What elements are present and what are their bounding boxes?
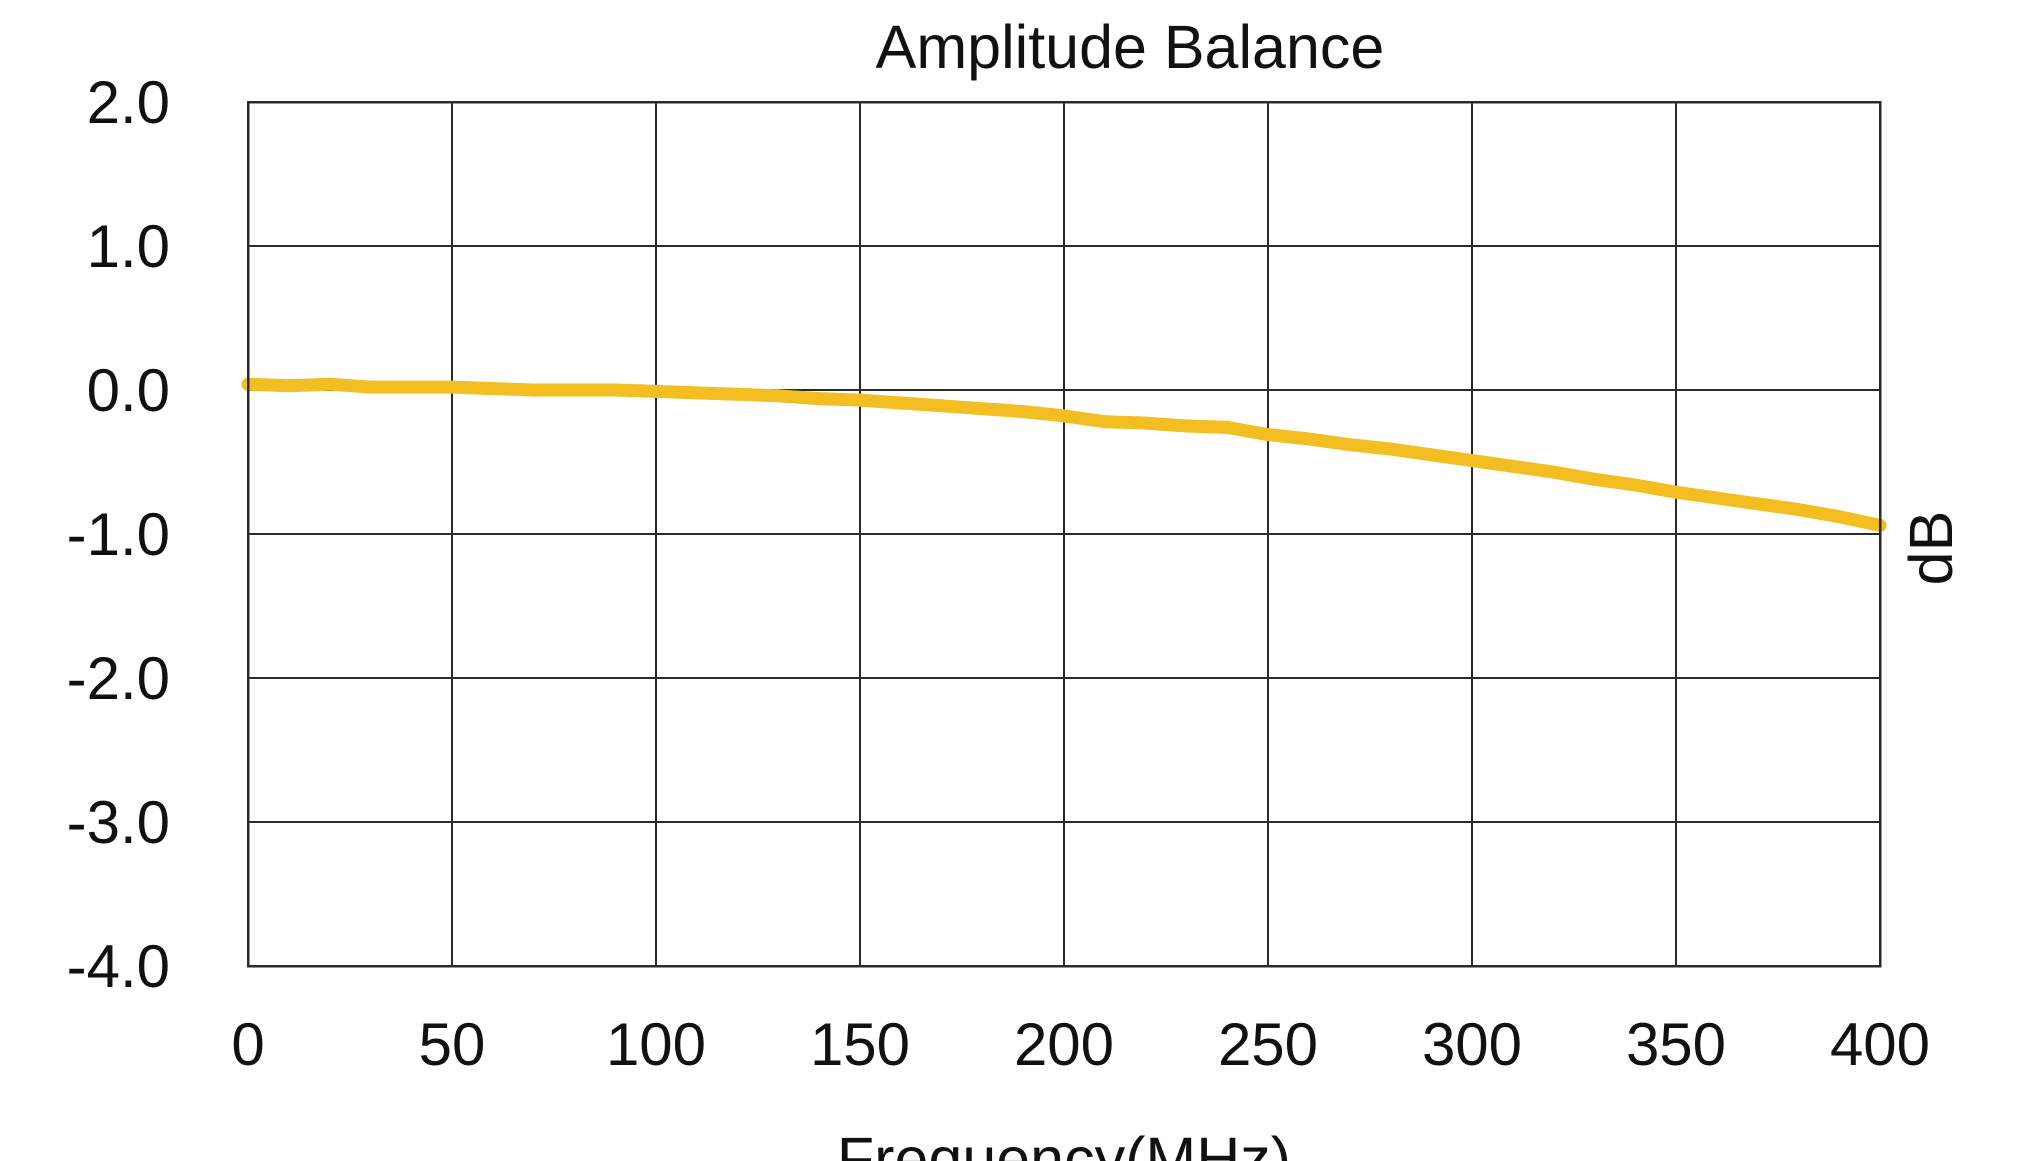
x-tick-label: 200: [1014, 1011, 1114, 1078]
series-point: [1832, 510, 1846, 524]
series-point: [1057, 409, 1071, 423]
series-point: [894, 396, 908, 410]
x-tick-label: 400: [1830, 1011, 1930, 1078]
series-point: [608, 383, 622, 397]
series-point: [1016, 405, 1030, 419]
series-point: [1506, 459, 1520, 473]
series-point: [486, 382, 500, 396]
series-point: [1628, 478, 1642, 492]
series-point: [404, 380, 418, 394]
x-axis-tick-labels: 0 50 100 150 200 250 300 350 400: [231, 1011, 1930, 1078]
series-point: [771, 389, 785, 403]
y-tick-label: 0.0: [87, 357, 170, 424]
y-axis-label: dB: [1897, 511, 1965, 586]
series-point: [812, 392, 826, 406]
series-point: [567, 383, 581, 397]
series-point: [363, 380, 377, 394]
x-tick-label: 100: [606, 1011, 706, 1078]
grid-lines: [247, 101, 1881, 967]
series-point: [323, 377, 337, 391]
x-tick-label: 0: [231, 1011, 264, 1078]
y-tick-label: 1.0: [87, 213, 170, 280]
x-tick-label: 300: [1422, 1011, 1522, 1078]
series-point: [1791, 503, 1805, 516]
series-point: [1383, 442, 1397, 456]
series-point: [1098, 415, 1112, 429]
series-point: [1424, 448, 1438, 462]
series-point: [445, 380, 459, 394]
series-point: [527, 383, 541, 397]
series-point: [282, 379, 296, 393]
x-tick-label: 50: [419, 1011, 486, 1078]
y-tick-label: -1.0: [67, 501, 170, 568]
x-tick-label: 350: [1626, 1011, 1726, 1078]
series-point: [975, 402, 989, 416]
series-point: [731, 387, 745, 401]
series-point: [1587, 472, 1601, 486]
series-point: [690, 386, 704, 400]
series-point: [1220, 420, 1234, 434]
y-axis-tick-labels: 2.0 1.0 0.0 -1.0 -2.0 -3.0 -4.0: [67, 69, 170, 1000]
y-tick-label: 2.0: [87, 69, 170, 136]
data-series: [241, 377, 1887, 532]
x-tick-label: 150: [810, 1011, 910, 1078]
plot-area-frame: [246, 100, 1882, 968]
series-point: [1465, 454, 1479, 468]
series-point: [649, 384, 663, 398]
series-point: [1261, 428, 1275, 442]
series-point: [1343, 438, 1357, 452]
series-point: [853, 393, 867, 407]
y-tick-label: -3.0: [67, 789, 170, 856]
x-axis-label: Frequency(MHz): [837, 1125, 1291, 1161]
series-point: [935, 399, 949, 413]
x-tick-label: 250: [1218, 1011, 1318, 1078]
series-point: [1710, 491, 1724, 505]
y-tick-label: -4.0: [67, 933, 170, 1000]
chart-title: Amplitude Balance: [876, 13, 1385, 81]
series-point: [1547, 465, 1561, 479]
series-point: [1669, 485, 1683, 499]
y-tick-label: -2.0: [67, 645, 170, 712]
series-point: [1302, 432, 1316, 446]
series-point: [1179, 419, 1193, 433]
series-point: [1139, 416, 1153, 430]
series-point: [1751, 497, 1765, 511]
